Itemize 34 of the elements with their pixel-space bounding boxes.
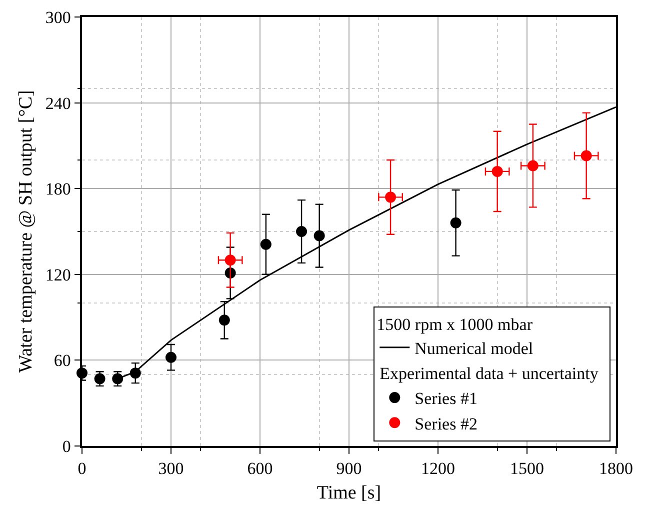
point <box>385 192 396 203</box>
legend-title: 1500 rpm x 1000 mbar <box>376 314 533 334</box>
x-tick-label: 300 <box>158 459 184 478</box>
x-tick-label: 900 <box>336 459 362 478</box>
x-tick-label: 600 <box>247 459 273 478</box>
point <box>492 166 503 177</box>
y-tick-label: 240 <box>45 94 71 113</box>
point <box>260 238 272 250</box>
legend-label: Series #2 <box>414 414 478 434</box>
x-tick-label: 1800 <box>599 459 633 478</box>
x-tick-label: 0 <box>78 459 86 478</box>
y-tick-label: 300 <box>45 8 71 27</box>
x-tick-label: 1200 <box>421 459 455 478</box>
y-axis-title: Water temperature @ SH output [°C] <box>16 90 37 373</box>
point <box>580 150 592 162</box>
x-axis-title: Time [s] <box>316 482 382 504</box>
y-tick-label: 0 <box>62 436 71 456</box>
point <box>112 373 124 384</box>
point <box>94 373 106 384</box>
point <box>314 230 325 242</box>
legend-label: Series #1 <box>414 389 478 408</box>
point <box>166 352 176 363</box>
y-tick-label: 60 <box>54 351 71 370</box>
point <box>296 226 308 237</box>
point <box>218 314 230 326</box>
y-tick-label: 120 <box>45 265 71 284</box>
point <box>450 217 462 228</box>
legend-label: Numerical model <box>414 338 534 358</box>
y-tick-label: 180 <box>45 180 71 199</box>
x-tick-label: 1500 <box>510 459 544 478</box>
annotation: Experimental data + uncertainty <box>380 364 599 384</box>
point <box>527 160 538 172</box>
point <box>130 368 141 379</box>
point <box>224 254 236 266</box>
